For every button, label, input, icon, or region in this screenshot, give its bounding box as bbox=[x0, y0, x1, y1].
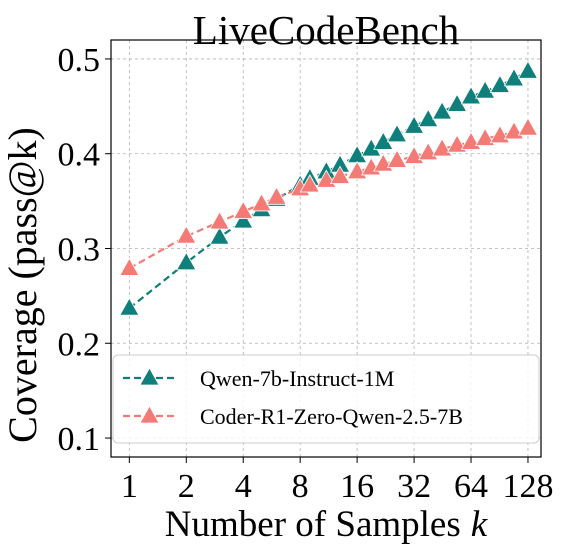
data-point bbox=[431, 101, 453, 120]
y-tick-label: 0.3 bbox=[58, 232, 101, 269]
legend-marker bbox=[139, 367, 160, 386]
data-point bbox=[233, 210, 254, 229]
data-point bbox=[474, 80, 496, 99]
series-group bbox=[119, 117, 539, 276]
series-group bbox=[119, 60, 539, 316]
x-tick-label: 4 bbox=[235, 468, 252, 505]
data-point bbox=[209, 211, 230, 230]
data-point bbox=[299, 174, 321, 193]
y-tick-label: 0.1 bbox=[58, 421, 101, 458]
data-point bbox=[517, 117, 539, 136]
y-axis-label: Coverage (pass@k) bbox=[0, 127, 45, 443]
data-point bbox=[386, 123, 408, 143]
legend-items: Qwen-7b-Instruct-1M Coder-R1-Zero-Qwen-2.… bbox=[123, 366, 463, 429]
data-point bbox=[119, 297, 140, 316]
data-point bbox=[266, 186, 287, 205]
data-point bbox=[431, 138, 453, 157]
x-tick-label: 128 bbox=[502, 468, 553, 505]
y-tick-label: 0.2 bbox=[58, 326, 101, 363]
x-axis-label: Number of Samples k bbox=[165, 504, 488, 545]
chart-title: LiveCodeBench bbox=[193, 7, 459, 53]
data-point bbox=[119, 257, 140, 276]
data-point bbox=[460, 86, 482, 105]
data-point bbox=[460, 131, 482, 150]
data-point bbox=[233, 200, 254, 219]
data-point bbox=[209, 226, 230, 245]
legend-label: Coder-R1-Zero-Qwen-2.5-7B bbox=[200, 404, 463, 429]
series-layer bbox=[119, 60, 539, 316]
data-point bbox=[329, 165, 351, 184]
x-tick-label: 32 bbox=[397, 468, 431, 505]
series-line bbox=[128, 70, 529, 310]
y-tick-label: 0.4 bbox=[58, 137, 101, 174]
x-axis-label-text: Number of Samples bbox=[165, 504, 461, 545]
data-point bbox=[251, 193, 272, 212]
data-point bbox=[176, 251, 197, 271]
legend-marker bbox=[139, 405, 160, 424]
data-point bbox=[474, 127, 496, 146]
legend-box bbox=[112, 354, 540, 444]
tick-layer: 1 2 4 8 16 32 64 128 0.1 0.2 0.3 0.4 0.5 bbox=[58, 42, 554, 505]
legend-label: Qwen-7b-Instruct-1M bbox=[200, 366, 394, 391]
x-axis-label-variable: k bbox=[471, 504, 488, 545]
x-tick-label: 64 bbox=[454, 468, 488, 505]
x-tick-label: 2 bbox=[178, 468, 195, 505]
y-tick-label: 0.5 bbox=[58, 42, 101, 79]
legend: Qwen-7b-Instruct-1M Coder-R1-Zero-Qwen-2.… bbox=[112, 354, 540, 444]
data-point bbox=[517, 60, 539, 79]
data-point bbox=[403, 115, 425, 134]
x-tick-label: 1 bbox=[121, 468, 138, 505]
x-tick-label: 8 bbox=[292, 468, 309, 505]
x-tick-label: 16 bbox=[340, 468, 374, 505]
data-point bbox=[489, 74, 511, 93]
data-point bbox=[176, 225, 197, 244]
data-point bbox=[386, 149, 408, 168]
data-point bbox=[446, 134, 468, 153]
